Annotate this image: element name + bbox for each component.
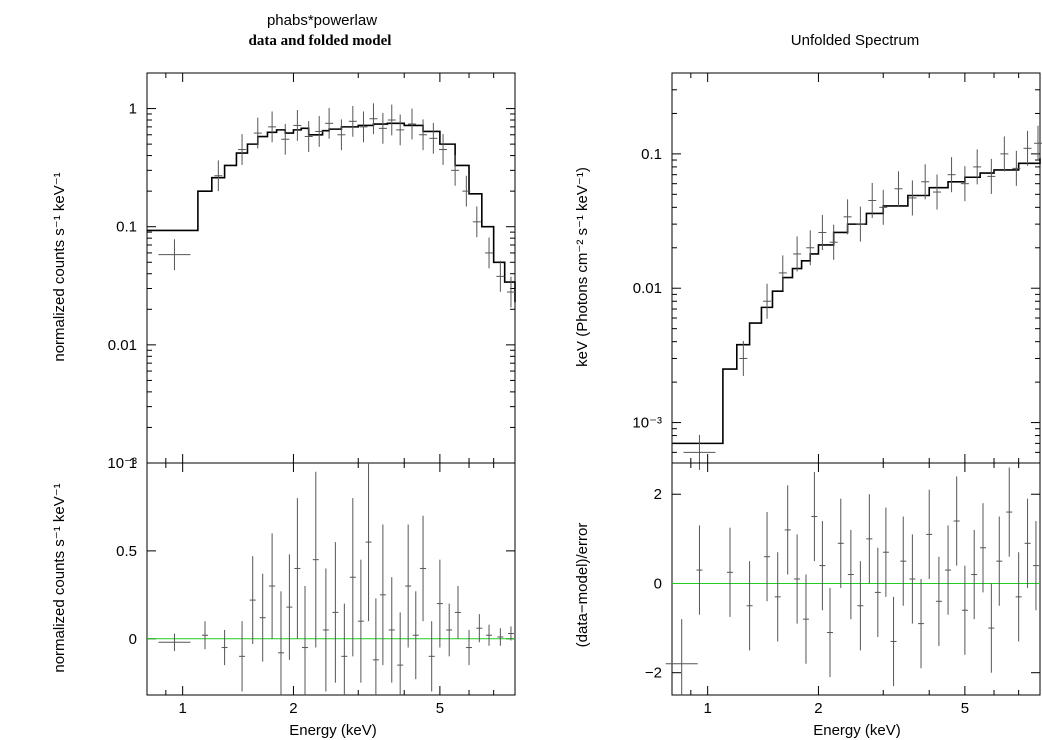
y-tick-label: −2 [645, 665, 662, 682]
y-tick-label: 0 [129, 631, 137, 648]
left-bottom-ylabel: normalized counts s⁻¹ keV⁻¹ [51, 483, 68, 672]
left-bottom-frame [146, 462, 516, 696]
x-tick-label: 1 [703, 700, 711, 717]
y-tick-label: 0.01 [633, 280, 662, 297]
right-title: Unfolded Spectrum [791, 32, 919, 49]
y-tick-label: 1 [129, 455, 137, 472]
left-top-ylabel: normalized counts s⁻¹ keV⁻¹ [51, 172, 68, 361]
y-tick-label: 0.1 [641, 146, 662, 163]
y-tick-label: 10⁻³ [632, 415, 662, 432]
panel-right-bottom: 1 2 5 2 0 −2 [645, 462, 1041, 717]
x-tick-label: 5 [436, 700, 444, 717]
model-line [672, 158, 1041, 445]
right-bottom-frame [671, 462, 1041, 696]
x-tick-label: 2 [814, 700, 822, 717]
right-top-frame [671, 72, 1041, 464]
y-tick-label: 2 [654, 486, 662, 503]
x-tick-label: 5 [961, 700, 969, 717]
left-subtitle: data and folded model [249, 33, 392, 49]
y-tick-label: 0.1 [116, 219, 137, 236]
panel-left-bottom: 1 2 5 1 0.5 0 [116, 455, 516, 717]
x-tick-label: 1 [178, 700, 186, 717]
y-tick-label: 1 [129, 101, 137, 118]
left-title: phabs*powerlaw [267, 12, 377, 29]
x-tick-label: 2 [289, 700, 297, 717]
y-tick-label: 10⁻³ [107, 455, 137, 472]
panel-right-top: 0.1 0.01 10⁻³ [632, 72, 1042, 470]
y-tick-label: 0.01 [108, 337, 137, 354]
left-xlabel: Energy (keV) [289, 722, 377, 739]
left-top-frame [146, 72, 516, 464]
right-top-ylabel: keV (Photons cm⁻² s⁻¹ keV⁻¹) [574, 167, 591, 367]
y-tick-label: 0 [654, 575, 662, 592]
right-bottom-ylabel: (data−model)/error [574, 523, 591, 648]
right-xlabel: Energy (keV) [813, 722, 901, 739]
panel-left-top: 1 0.1 0.01 10⁻³ [107, 72, 516, 472]
y-tick-label: 0.5 [116, 543, 137, 560]
model-line [147, 122, 516, 303]
